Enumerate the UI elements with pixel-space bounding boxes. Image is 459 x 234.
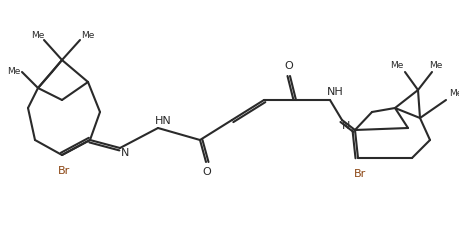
- Text: Me: Me: [429, 62, 442, 70]
- Text: Me: Me: [390, 62, 403, 70]
- Text: O: O: [285, 61, 293, 71]
- Text: NH: NH: [327, 87, 343, 97]
- Text: Br: Br: [354, 169, 366, 179]
- Text: N: N: [121, 148, 129, 158]
- Text: N: N: [342, 121, 350, 131]
- Text: Me: Me: [7, 67, 21, 77]
- Text: O: O: [202, 167, 212, 177]
- Text: Me: Me: [449, 89, 459, 99]
- Text: Me: Me: [81, 32, 95, 40]
- Text: Br: Br: [58, 166, 70, 176]
- Text: HN: HN: [155, 116, 171, 126]
- Text: Me: Me: [31, 32, 45, 40]
